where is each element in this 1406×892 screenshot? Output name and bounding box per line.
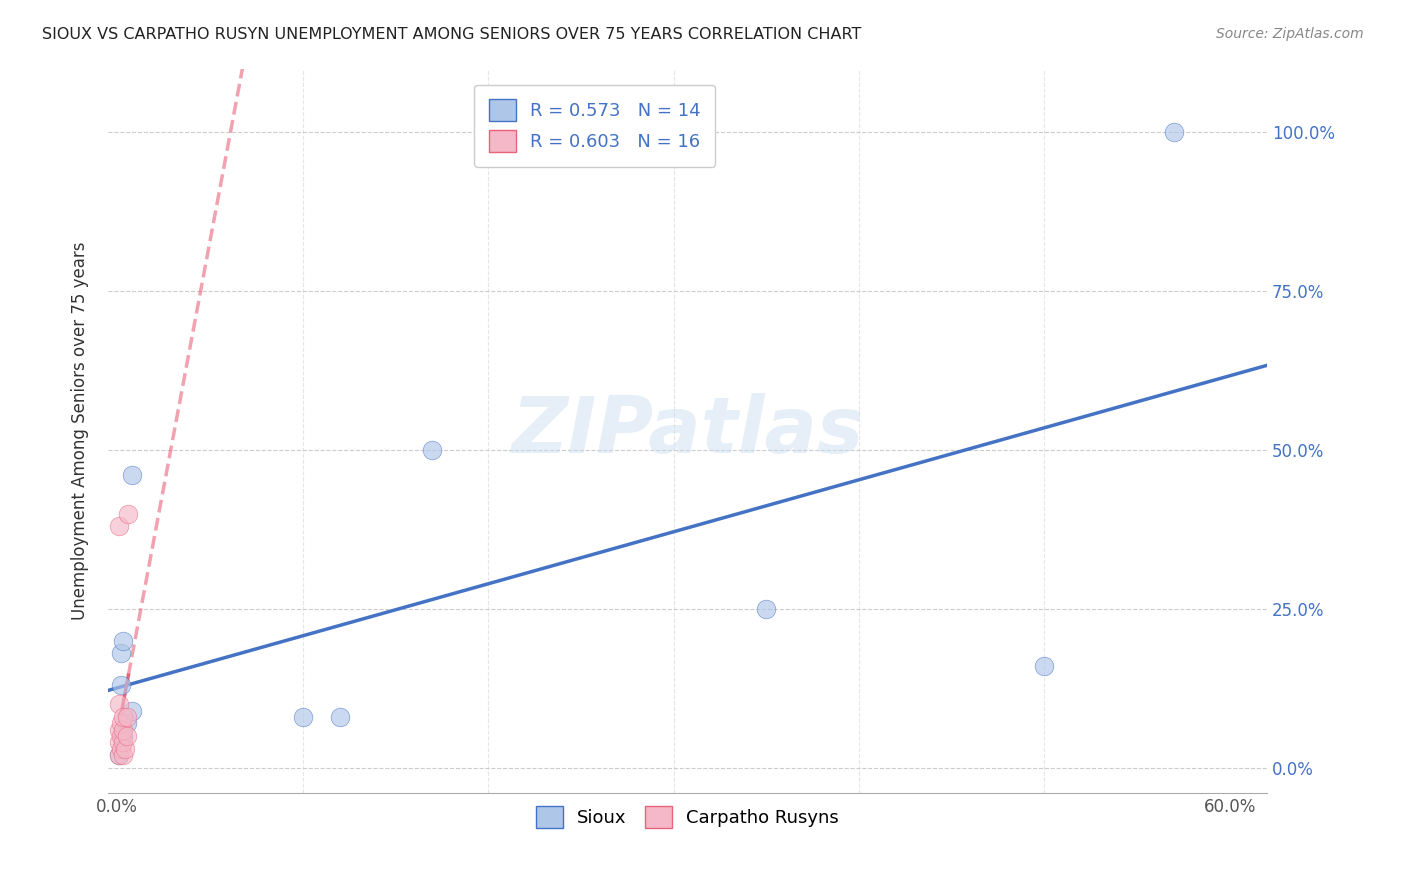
Point (108, 748, 131, 763)
Y-axis label: Unemployment Among Seniors over 75 years: Unemployment Among Seniors over 75 years (72, 242, 89, 620)
Point (108, 723, 131, 737)
Point (329, 710, 352, 724)
Point (111, 729, 134, 743)
Point (117, 507, 139, 521)
Point (110, 742, 132, 756)
Point (1163, 125, 1185, 139)
Point (422, 442, 444, 457)
Point (108, 519, 131, 533)
Point (115, 710, 138, 724)
Point (111, 748, 134, 763)
Point (114, 742, 136, 756)
Point (291, 710, 314, 724)
Point (110, 729, 132, 743)
Point (108, 748, 131, 763)
Text: Source: ZipAtlas.com: Source: ZipAtlas.com (1216, 27, 1364, 41)
Point (121, 704, 143, 718)
Point (108, 735, 131, 749)
Point (111, 710, 134, 724)
Point (110, 678, 132, 692)
Point (121, 468, 143, 483)
Point (110, 716, 132, 731)
Point (111, 735, 134, 749)
Point (115, 729, 138, 743)
Text: ZIPatlas: ZIPatlas (512, 393, 863, 469)
Point (1033, 659, 1056, 673)
Point (110, 647, 132, 661)
Point (108, 698, 131, 712)
Point (111, 633, 134, 648)
Point (115, 716, 138, 731)
Text: SIOUX VS CARPATHO RUSYN UNEMPLOYMENT AMONG SENIORS OVER 75 YEARS CORRELATION CHA: SIOUX VS CARPATHO RUSYN UNEMPLOYMENT AMO… (42, 27, 862, 42)
Legend: Sioux, Carpatho Rusyns: Sioux, Carpatho Rusyns (529, 798, 846, 835)
Point (755, 602, 778, 616)
Point (111, 723, 134, 737)
